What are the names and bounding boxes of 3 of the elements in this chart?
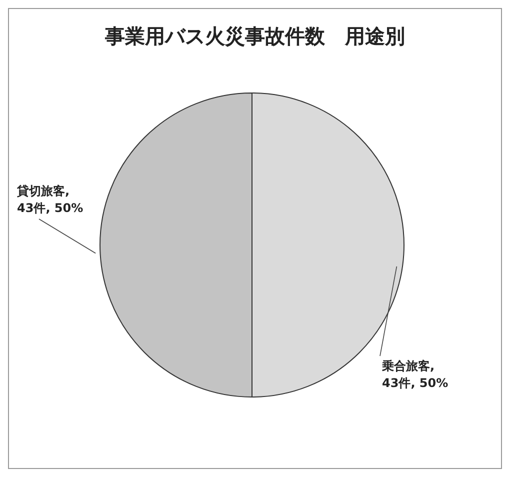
slice-label: 乗合旅客, 43件, 50% <box>381 359 448 390</box>
slice-label: 貸切旅客, 43件, 50% <box>16 184 84 215</box>
chart-title: 事業用バス火災事故件数 用途別 <box>104 23 406 50</box>
